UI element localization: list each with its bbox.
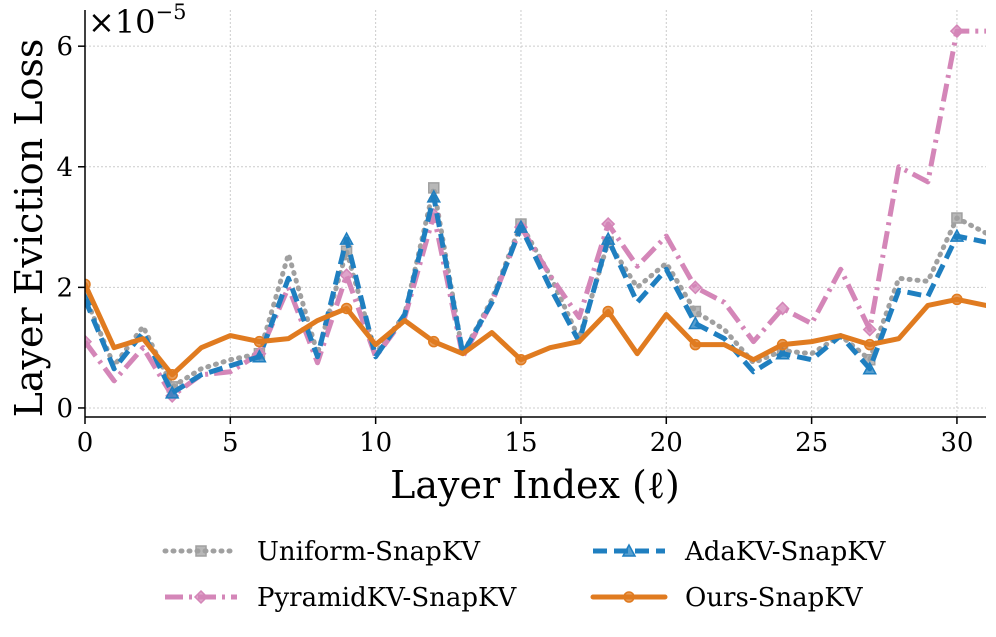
data-point xyxy=(949,228,965,242)
legend-marker xyxy=(623,591,635,603)
data-point xyxy=(862,361,878,375)
series-adakv-snapkv xyxy=(85,189,986,399)
data-point xyxy=(600,231,616,245)
series-lines xyxy=(85,24,986,403)
legend-item: Ours-SnapKV xyxy=(590,583,864,613)
data-point xyxy=(776,338,789,351)
y-tick-label: 4 xyxy=(56,153,73,183)
data-point xyxy=(949,24,964,39)
data-point xyxy=(601,216,616,232)
x-tick-label: 20 xyxy=(650,428,683,458)
y-tick-label: 6 xyxy=(56,32,73,62)
data-point xyxy=(85,334,93,349)
data-point xyxy=(951,293,963,306)
data-point xyxy=(164,385,180,399)
x-tick-label: 25 xyxy=(795,428,828,458)
data-point xyxy=(339,268,354,283)
legend-item: AdaKV-SnapKV xyxy=(593,537,887,567)
legend: Uniform-SnapKV PyramidKV-SnapKV AdaKV-Snap… xyxy=(162,537,887,613)
x-tick-label: 0 xyxy=(77,428,94,458)
data-point xyxy=(689,338,702,351)
data-point xyxy=(253,335,266,348)
x-tick-label: 30 xyxy=(940,428,973,458)
data-point xyxy=(688,315,703,330)
data-point xyxy=(85,278,91,291)
x-tick-label: 10 xyxy=(359,428,392,458)
data-point xyxy=(428,335,440,348)
data-point xyxy=(951,212,963,224)
y-scale-multiplier: ×10−5 xyxy=(88,0,187,41)
x-tick-label: 15 xyxy=(504,428,537,458)
data-point xyxy=(340,302,353,315)
data-point xyxy=(863,338,876,351)
data-point xyxy=(166,369,178,381)
legend-marker xyxy=(621,543,637,557)
legend-marker xyxy=(195,545,207,557)
legend-label: Ours-SnapKV xyxy=(685,583,864,613)
y-tick-label: 2 xyxy=(56,273,73,303)
legend-item: PyramidKV-SnapKV xyxy=(165,583,517,613)
data-point xyxy=(513,219,529,233)
legend-label: AdaKV-SnapKV xyxy=(684,537,887,567)
data-point xyxy=(515,353,527,366)
legend-item: Uniform-SnapKV xyxy=(162,537,481,567)
series-ours-snapkv xyxy=(85,278,986,381)
data-point xyxy=(862,322,877,337)
data-point xyxy=(85,291,93,306)
legend-marker xyxy=(193,589,209,605)
y-tick-label: 0 xyxy=(56,394,73,424)
data-point xyxy=(775,301,790,316)
series-line xyxy=(85,194,986,396)
legend-label: Uniform-SnapKV xyxy=(257,537,481,567)
data-point xyxy=(426,189,442,203)
data-point xyxy=(688,280,703,295)
legend-label: PyramidKV-SnapKV xyxy=(257,583,517,613)
axes xyxy=(84,10,986,418)
data-point xyxy=(339,231,354,245)
series-line xyxy=(85,281,986,378)
data-point xyxy=(775,346,790,360)
y-axis-title: Layer Eviction Loss xyxy=(7,39,51,418)
data-point xyxy=(602,305,614,318)
x-tick-label: 5 xyxy=(222,428,239,458)
x-axis-title: Layer Index (ℓ) xyxy=(390,463,680,507)
ticks: 0 5 10 15 20 25 30 0 2 4 6 xyxy=(56,32,973,458)
data-point xyxy=(252,349,267,363)
series-line xyxy=(85,28,986,399)
